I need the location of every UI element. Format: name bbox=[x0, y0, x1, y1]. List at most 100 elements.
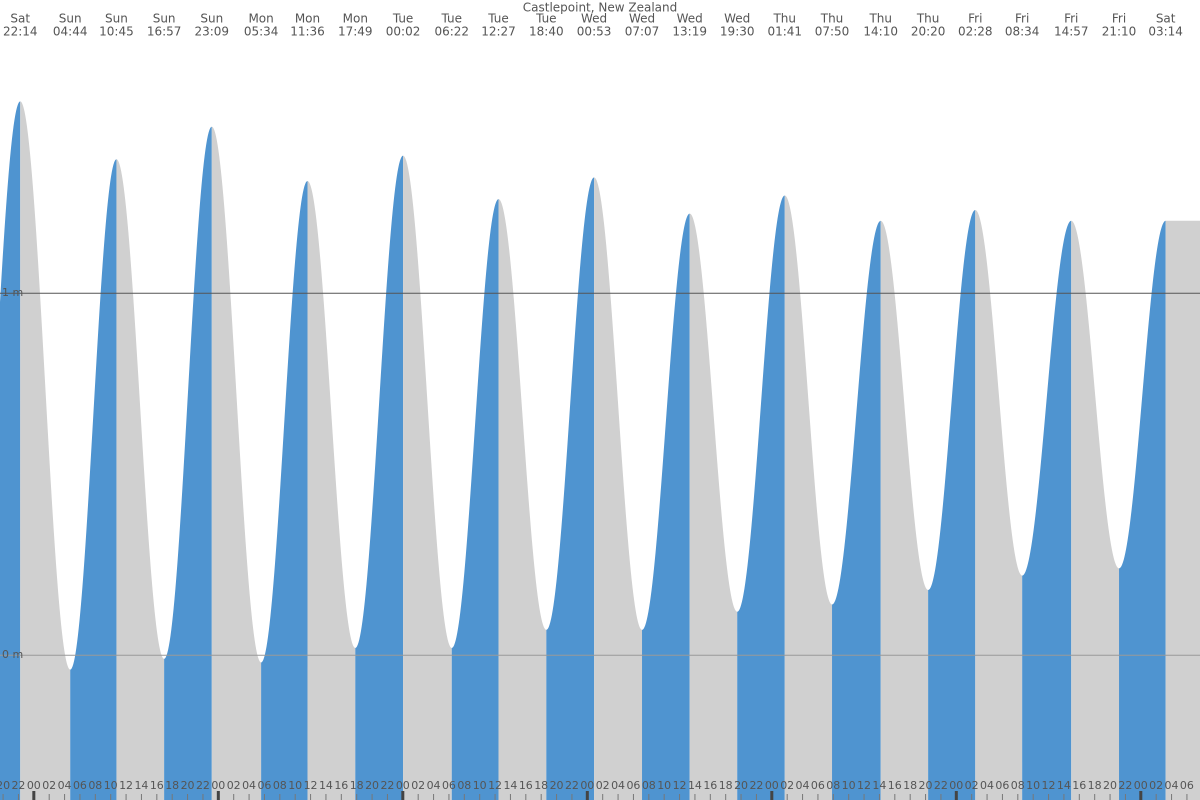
falling-tide bbox=[1165, 220, 1200, 800]
x-tick-label: 04 bbox=[58, 779, 72, 792]
falling-tide bbox=[594, 177, 643, 800]
falling-tide bbox=[689, 213, 738, 800]
extreme-day: Fri bbox=[1064, 12, 1078, 26]
x-tick-label: 16 bbox=[703, 779, 717, 792]
x-tick-label: 04 bbox=[611, 779, 625, 792]
extreme-time: 20:20 bbox=[911, 25, 946, 39]
x-tick-label: 22 bbox=[934, 779, 948, 792]
extreme-time: 11:36 bbox=[290, 25, 325, 39]
extreme-day: Sun bbox=[59, 12, 82, 26]
x-tick-label: 06 bbox=[257, 779, 271, 792]
x-tick-label: 14 bbox=[688, 779, 702, 792]
extreme-time: 12:27 bbox=[481, 25, 516, 39]
extreme-day: Thu bbox=[916, 12, 940, 26]
x-tick-label: 00 bbox=[949, 779, 963, 792]
extreme-day: Thu bbox=[868, 12, 892, 26]
x-tick-label: 00 bbox=[1134, 779, 1148, 792]
x-tick-label: 06 bbox=[626, 779, 640, 792]
extreme-time: 04:44 bbox=[53, 25, 88, 39]
x-tick-label: 20 bbox=[734, 779, 748, 792]
x-tick-label: 02 bbox=[411, 779, 425, 792]
extreme-time: 02:28 bbox=[958, 25, 993, 39]
x-tick-label: 10 bbox=[842, 779, 856, 792]
x-tick-label: 18 bbox=[903, 779, 917, 792]
x-tick-label: 16 bbox=[519, 779, 533, 792]
x-tick-label: 10 bbox=[104, 779, 118, 792]
x-tick-label: 22 bbox=[1118, 779, 1132, 792]
x-tick-label: 06 bbox=[442, 779, 456, 792]
x-tick-label: 08 bbox=[88, 779, 102, 792]
x-tick-label: 16 bbox=[888, 779, 902, 792]
extreme-time: 22:14 bbox=[3, 25, 38, 39]
rising-tide bbox=[451, 199, 499, 800]
chart-title: Castlepoint, New Zealand bbox=[523, 1, 678, 15]
x-tick-label: 10 bbox=[288, 779, 302, 792]
extreme-day: Fri bbox=[1112, 12, 1126, 26]
extreme-time: 07:50 bbox=[815, 25, 850, 39]
x-tick-label: 00 bbox=[765, 779, 779, 792]
y-tick-label: 0 m bbox=[2, 648, 23, 661]
rising-tide bbox=[546, 177, 595, 800]
extreme-time: 14:10 bbox=[863, 25, 898, 39]
x-tick-label: 18 bbox=[165, 779, 179, 792]
falling-tide bbox=[20, 101, 71, 800]
extreme-time: 17:49 bbox=[338, 25, 373, 39]
x-tick-label: 02 bbox=[42, 779, 56, 792]
extreme-time: 01:41 bbox=[767, 25, 802, 39]
extreme-time: 18:40 bbox=[529, 25, 564, 39]
x-tick-label: 02 bbox=[1149, 779, 1163, 792]
extreme-day: Sun bbox=[153, 12, 176, 26]
x-tick-label: 02 bbox=[965, 779, 979, 792]
x-tick-label: 08 bbox=[273, 779, 287, 792]
x-tick-label: 04 bbox=[1165, 779, 1179, 792]
x-tick-label: 22 bbox=[749, 779, 763, 792]
x-tick-label: 12 bbox=[673, 779, 687, 792]
extreme-time: 05:34 bbox=[244, 25, 279, 39]
extreme-day: Sat bbox=[1156, 12, 1176, 26]
x-tick-label: 08 bbox=[457, 779, 471, 792]
falling-tide bbox=[498, 199, 547, 800]
extreme-time: 23:09 bbox=[194, 25, 229, 39]
x-tick-label: 20 bbox=[919, 779, 933, 792]
x-tick-label: 06 bbox=[1180, 779, 1194, 792]
x-tick-label: 16 bbox=[334, 779, 348, 792]
x-tick-label: 00 bbox=[211, 779, 225, 792]
rising-tide bbox=[737, 195, 785, 800]
x-tick-label: 14 bbox=[503, 779, 517, 792]
falling-tide bbox=[211, 126, 262, 800]
x-tick-label: 22 bbox=[380, 779, 394, 792]
x-tick-label: 04 bbox=[427, 779, 441, 792]
rising-tide bbox=[832, 220, 881, 800]
falling-tide bbox=[975, 209, 1023, 800]
x-tick-label: 12 bbox=[857, 779, 871, 792]
falling-tide bbox=[116, 159, 165, 800]
x-tick-label: 00 bbox=[27, 779, 41, 792]
falling-tide bbox=[784, 195, 833, 800]
extreme-time: 21:10 bbox=[1102, 25, 1137, 39]
x-tick-label: 10 bbox=[473, 779, 487, 792]
rising-tide bbox=[1022, 220, 1072, 800]
x-tick-label: 14 bbox=[319, 779, 333, 792]
x-tick-label: 16 bbox=[150, 779, 164, 792]
rising-tide bbox=[261, 181, 308, 800]
x-tick-label: 04 bbox=[796, 779, 810, 792]
x-tick-label: 14 bbox=[134, 779, 148, 792]
x-tick-label: 08 bbox=[1011, 779, 1025, 792]
x-tick-label: 12 bbox=[488, 779, 502, 792]
extreme-day: Mon bbox=[295, 12, 320, 26]
extreme-time: 14:57 bbox=[1054, 25, 1089, 39]
extreme-day: Thu bbox=[772, 12, 796, 26]
x-tick-label: 14 bbox=[1057, 779, 1071, 792]
extreme-day: Tue bbox=[441, 12, 463, 26]
x-tick-label: 08 bbox=[826, 779, 840, 792]
x-tick-label: 20 bbox=[1103, 779, 1117, 792]
extreme-day: Sun bbox=[200, 12, 223, 26]
extreme-day: Mon bbox=[248, 12, 273, 26]
x-tick-label: 04 bbox=[242, 779, 256, 792]
x-tick-label: 02 bbox=[780, 779, 794, 792]
x-tick-label: 18 bbox=[534, 779, 548, 792]
extreme-time: 00:02 bbox=[386, 25, 421, 39]
x-tick-label: 22 bbox=[196, 779, 210, 792]
